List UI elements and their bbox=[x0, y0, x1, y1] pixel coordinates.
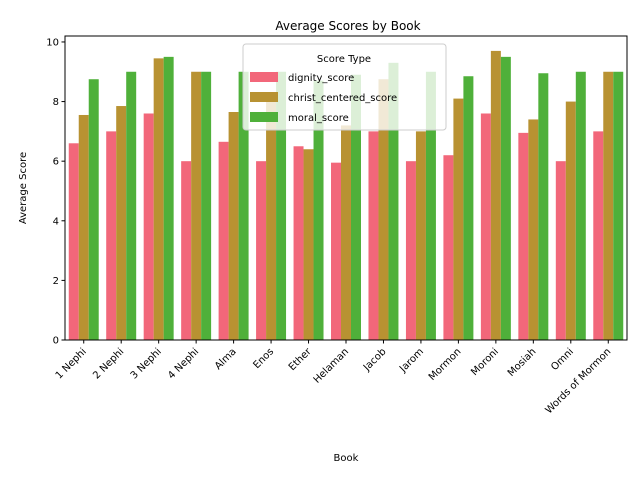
bar-dignity_score-mormon bbox=[443, 155, 454, 340]
bar-dignity_score-omni bbox=[555, 161, 566, 340]
bar-christ_centered_score-alma bbox=[228, 112, 239, 340]
bar-christ_centered_score-enos bbox=[266, 92, 277, 340]
bar-dignity_score-helaman bbox=[331, 162, 341, 340]
legend-swatch-moral_score bbox=[250, 112, 278, 122]
y-tick-label: 0 bbox=[53, 336, 59, 347]
bar-dignity_score-moroni bbox=[480, 113, 491, 341]
bar-moral_score-jacob bbox=[388, 62, 399, 340]
legend-label-dignity_score: dignity_score bbox=[288, 73, 354, 84]
bar-dignity_score-alma bbox=[218, 141, 229, 340]
legend-label-christ_centered_score: christ_centered_score bbox=[288, 93, 397, 104]
bar-christ_centered_score-mormon bbox=[453, 98, 464, 340]
bar-christ_centered_score-jarom bbox=[415, 131, 426, 340]
bar-moral_score-helaman bbox=[351, 74, 361, 340]
bar-moral_score-2-nephi bbox=[126, 71, 137, 340]
bar-dignity_score-4-nephi bbox=[181, 161, 192, 340]
bar-moral_score-enos bbox=[276, 71, 287, 340]
bar-dignity_score-enos bbox=[256, 161, 267, 340]
bar-moral_score-omni bbox=[575, 71, 586, 340]
bar-christ_centered_score-ether bbox=[303, 149, 314, 340]
y-axis: 0 2 4 6 8 10 bbox=[46, 37, 65, 347]
bar-christ_centered_score-3-nephi bbox=[153, 58, 164, 340]
legend-swatch-dignity_score bbox=[250, 72, 278, 82]
y-tick-label: 4 bbox=[53, 216, 59, 227]
bar-dignity_score-ether bbox=[293, 146, 304, 340]
bar-dignity_score-jarom bbox=[405, 161, 416, 340]
bar-christ_centered_score-helaman bbox=[341, 125, 351, 340]
bar-moral_score-mormon bbox=[463, 76, 474, 341]
legend-box bbox=[242, 43, 447, 131]
bar-christ_centered_score-omni bbox=[565, 101, 576, 340]
bar-moral_score-4-nephi bbox=[201, 71, 212, 340]
legend: Score Type dignity_score christ_centered_… bbox=[242, 43, 447, 131]
y-tick-label: 6 bbox=[53, 157, 59, 168]
bar-dignity_score-words-of-mormon bbox=[593, 131, 604, 340]
bar-moral_score-3-nephi bbox=[163, 56, 174, 341]
legend-label-moral_score: moral_score bbox=[288, 113, 349, 124]
bar-moral_score-1-nephi bbox=[88, 79, 99, 340]
bar-dignity_score-jacob bbox=[368, 131, 379, 340]
bar-moral_score-alma bbox=[238, 71, 249, 340]
bar-moral_score-moroni bbox=[500, 56, 511, 341]
legend-title: Score Type bbox=[317, 54, 371, 65]
bar-christ_centered_score-mosiah bbox=[528, 119, 539, 340]
bar-dignity_score-1-nephi bbox=[68, 143, 79, 340]
bars-group bbox=[68, 50, 624, 341]
y-axis-title: Average Score bbox=[18, 152, 29, 224]
bar-christ_centered_score-2-nephi bbox=[116, 106, 127, 340]
bar-christ_centered_score-moroni bbox=[490, 50, 501, 341]
bar-moral_score-mosiah bbox=[538, 73, 549, 340]
bar-christ_centered_score-words-of-mormon bbox=[603, 71, 614, 340]
y-tick-label: 2 bbox=[53, 276, 59, 287]
bar-moral_score-jarom bbox=[425, 71, 436, 340]
chart-title: Average Scores by Book bbox=[275, 19, 420, 33]
bar-christ_centered_score-jacob bbox=[378, 79, 389, 340]
bar-moral_score-words-of-mormon bbox=[613, 71, 624, 340]
legend-swatch-christ_centered_score bbox=[250, 92, 278, 102]
bar-christ_centered_score-4-nephi bbox=[191, 71, 202, 340]
bar-moral_score-ether bbox=[313, 80, 324, 341]
bar-dignity_score-mosiah bbox=[518, 132, 529, 340]
y-tick-label: 8 bbox=[53, 97, 59, 108]
bar-dignity_score-3-nephi bbox=[143, 113, 154, 341]
y-tick-label: 10 bbox=[46, 37, 59, 48]
x-axis-title: Book bbox=[334, 453, 359, 464]
bar-dignity_score-2-nephi bbox=[106, 131, 117, 340]
bar-christ_centered_score-1-nephi bbox=[78, 114, 89, 340]
